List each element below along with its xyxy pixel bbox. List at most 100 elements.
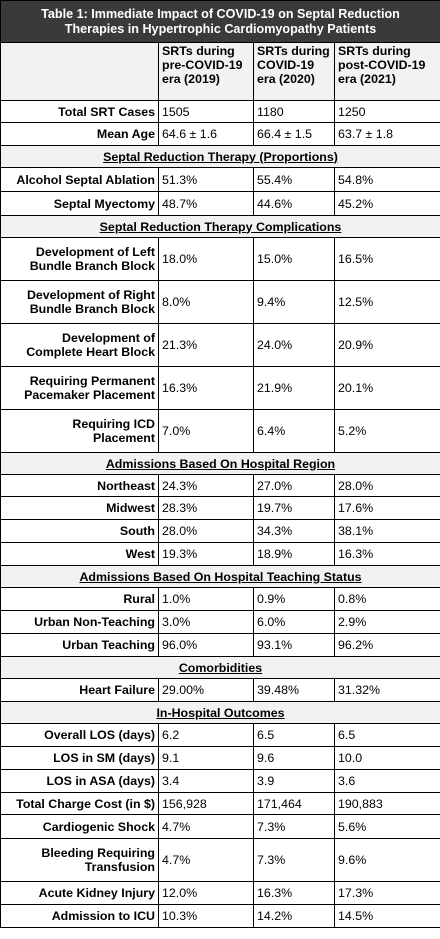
row-label-line: Total Charge Cost (in $) — [16, 796, 155, 811]
cell-value: 51.3% — [158, 167, 254, 192]
cell-value: 6.4% — [253, 409, 335, 453]
row-label: Rural — [0, 587, 159, 611]
row-label-line: Transfusion — [84, 860, 155, 874]
cell-value: 0.8% — [334, 587, 440, 611]
section-header: In-Hospital Outcomes — [0, 701, 440, 724]
table-row: Requiring Permanent Pacemaker Placement 16… — [0, 366, 440, 410]
table-row: Midwest 28.3% 19.7% 17.6% — [0, 496, 440, 520]
cell-value: 16.3% — [334, 542, 440, 566]
cell-value: 10.3% — [158, 904, 254, 928]
cell-value: 34.3% — [253, 519, 335, 543]
cell-value: 55.4% — [253, 167, 335, 192]
row-label: Admission to ICU — [0, 904, 159, 928]
row-label-line: Requiring Permanent — [29, 374, 155, 388]
cell-value: 27.0% — [253, 474, 335, 497]
row-label: Septal Myectomy — [0, 191, 159, 216]
row-label-line: Bundle Branch Block — [29, 259, 155, 273]
row-label-line: Admission to ICU — [51, 909, 155, 923]
cell-value: 54.8% — [334, 167, 440, 192]
cell-value: 7.3% — [253, 838, 335, 882]
row-label-line: Bundle Branch Block — [29, 302, 155, 316]
row-label-line: Development of — [62, 331, 155, 345]
cell-value: 1.0% — [158, 587, 254, 611]
section-header: Admissions Based On Hospital Region — [0, 452, 440, 475]
cell-value: 0.9% — [253, 587, 335, 611]
section-header-row: Septal Reduction Therapy (Proportions) — [0, 145, 440, 168]
row-label: Heart Failure — [0, 678, 159, 702]
row-label-line: Bleeding Requiring — [41, 846, 155, 860]
cell-value: 19.7% — [253, 496, 335, 520]
cell-value: 5.6% — [334, 814, 440, 839]
cell-value: 18.0% — [158, 237, 254, 281]
table-row: Bleeding Requiring Transfusion 4.7% 7.3% 9.6… — [0, 838, 440, 882]
cell-value: 64.6 ± 1.6 — [158, 122, 254, 146]
cell-value: 7.0% — [158, 409, 254, 453]
cell-value: 17.3% — [334, 881, 440, 905]
row-label-line: Acute Kidney Injury — [38, 886, 155, 900]
cell-value: 1180 — [253, 100, 335, 123]
row-label: Total SRT Cases — [0, 100, 159, 123]
row-label: Overall LOS (days) — [0, 723, 159, 747]
table-row: LOS in ASA (days) 3.4 3.9 3.6 — [0, 769, 440, 793]
column-header-row: SRTs during pre-COVID-19 era (2019) SRTs… — [0, 42, 440, 101]
table-row: Mean Age 64.6 ± 1.6 66.4 ± 1.5 63.7 ± 1.8 — [0, 122, 440, 146]
row-label: Urban Teaching — [0, 633, 159, 657]
table-title-line-2: Therapies in Hypertrophic Cardiomyopathy… — [64, 21, 377, 36]
cell-value: 16.5% — [334, 237, 440, 281]
cell-value: 6.5 — [253, 723, 335, 747]
row-label: Requiring Permanent Pacemaker Placement — [0, 366, 159, 410]
row-label-line: LOS in SM (days) — [53, 751, 155, 765]
cell-value: 12.5% — [334, 280, 440, 324]
cell-value: 20.1% — [334, 366, 440, 410]
cell-value: 21.3% — [158, 323, 254, 367]
row-label-line: Urban Teaching — [62, 638, 155, 652]
cell-value: 9.1 — [158, 746, 254, 770]
row-label: Alcohol Septal Ablation — [0, 167, 159, 192]
section-header: Comorbidities — [0, 656, 440, 679]
cell-value: 24.3% — [158, 474, 254, 497]
cell-value: 18.9% — [253, 542, 335, 566]
row-label: Requiring ICD Placement — [0, 409, 159, 453]
cell-value: 66.4 ± 1.5 — [253, 122, 335, 146]
table-row: Admission to ICU 10.3% 14.2% 14.5% — [0, 904, 440, 928]
row-label-line: Mean Age — [96, 127, 155, 141]
cell-value: 156,928 — [158, 792, 254, 815]
row-label-line: Rural — [123, 592, 155, 606]
table-title-row: Table 1: Immediate Impact of COVID-19 on… — [0, 0, 440, 43]
cell-value: 12.0% — [158, 881, 254, 905]
row-label: Cardiogenic Shock — [0, 814, 159, 839]
cell-value: 24.0% — [253, 323, 335, 367]
cell-value: 20.9% — [334, 323, 440, 367]
table-row: Heart Failure 29.00% 39.48% 31.32% — [0, 678, 440, 702]
table-row: Overall LOS (days) 6.2 6.5 6.5 — [0, 723, 440, 747]
section-header: Septal Reduction Therapy Complications — [0, 215, 440, 238]
cell-value: 9.4% — [253, 280, 335, 324]
row-label: LOS in ASA (days) — [0, 769, 159, 793]
section-header: Septal Reduction Therapy (Proportions) — [0, 145, 440, 168]
table-row: South 28.0% 34.3% 38.1% — [0, 519, 440, 543]
table-row: Septal Myectomy 48.7% 44.6% 45.2% — [0, 191, 440, 216]
row-label: Northeast — [0, 474, 159, 497]
cell-value: 5.2% — [334, 409, 440, 453]
cell-value: 6.2 — [158, 723, 254, 747]
cell-value: 19.3% — [158, 542, 254, 566]
cell-value: 15.0% — [253, 237, 335, 281]
row-label: Midwest — [0, 496, 159, 520]
cell-value: 28.3% — [158, 496, 254, 520]
cell-value: 39.48% — [253, 678, 335, 702]
cell-value: 28.0% — [334, 474, 440, 497]
table-row: LOS in SM (days) 9.1 9.6 10.0 — [0, 746, 440, 770]
cell-value: 48.7% — [158, 191, 254, 216]
cell-value: 16.3% — [158, 366, 254, 410]
table-row: Development of Left Bundle Branch Block 18… — [0, 237, 440, 281]
table-row: Urban Non-Teaching 3.0% 6.0% 2.9% — [0, 610, 440, 634]
table-title: Table 1: Immediate Impact of COVID-19 on… — [0, 0, 440, 43]
cell-value: 3.9 — [253, 769, 335, 793]
row-label-line: Development of Left — [35, 245, 155, 259]
table-row: Alcohol Septal Ablation 51.3% 55.4% 54.8% — [0, 167, 440, 192]
cell-value: 2.9% — [334, 610, 440, 634]
cell-value: 31.32% — [334, 678, 440, 702]
table-row: Development of Complete Heart Block 21.3% 2… — [0, 323, 440, 367]
table-row: Northeast 24.3% 27.0% 28.0% — [0, 474, 440, 497]
cell-value: 93.1% — [253, 633, 335, 657]
